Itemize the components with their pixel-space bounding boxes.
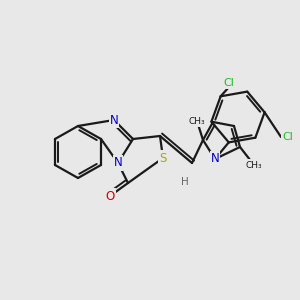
- Text: H: H: [181, 177, 189, 187]
- Text: N: N: [211, 152, 219, 166]
- Text: N: N: [114, 157, 122, 169]
- Text: S: S: [159, 152, 167, 164]
- Text: Cl: Cl: [224, 78, 234, 88]
- Text: O: O: [105, 190, 115, 202]
- Text: CH₃: CH₃: [246, 160, 262, 169]
- Text: Cl: Cl: [283, 132, 293, 142]
- Text: CH₃: CH₃: [189, 116, 205, 125]
- Text: N: N: [110, 113, 118, 127]
